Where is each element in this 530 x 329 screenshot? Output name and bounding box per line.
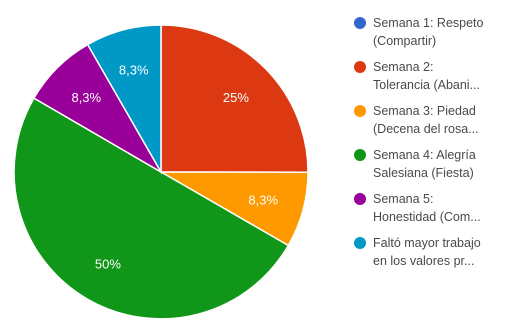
legend-item-5[interactable]: Semana 5: Honestidad (Com... — [354, 190, 530, 226]
legend-item-1[interactable]: Semana 1: Respeto (Compartir) — [354, 14, 530, 50]
legend-swatch-1 — [354, 17, 366, 29]
legend-label-line: Salesiana (Fiesta) — [373, 166, 474, 180]
legend-swatch-3 — [354, 105, 366, 117]
legend-label-line: (Decena del rosa... — [373, 122, 479, 136]
legend-label-1: Semana 1: Respeto (Compartir) — [373, 14, 529, 50]
pie-slice-2[interactable] — [160, 24, 309, 173]
slice-value-label-3: 8,3% — [248, 193, 278, 208]
legend-label-line: Semana 1: Respeto — [373, 16, 484, 30]
legend-swatch-2 — [354, 61, 366, 73]
legend-label-2: Semana 2: Tolerancia (Abani... — [373, 58, 529, 94]
legend-item-4[interactable]: Semana 4: Alegría Salesiana (Fiesta) — [354, 146, 530, 182]
legend-label-line: Semana 5: — [373, 192, 434, 206]
slice-value-label-5: 8,3% — [71, 90, 101, 105]
legend-label-line: Semana 3: Piedad — [373, 104, 476, 118]
legend-item-6[interactable]: Faltó mayor trabajo en los valores pr... — [354, 234, 530, 270]
legend-swatch-5 — [354, 193, 366, 205]
legend-label-line: Semana 4: Alegría — [373, 148, 476, 162]
pie-slice-labels: 25% 8,3% 50% 8,3% 8,3% — [71, 63, 278, 272]
slice-value-label-4: 50% — [95, 257, 121, 272]
legend-label-line: Faltó mayor trabajo — [373, 236, 481, 250]
slice-value-label-6: 8,3% — [119, 63, 149, 78]
legend-label-line: en los valores pr... — [373, 254, 475, 268]
legend-swatch-4 — [354, 149, 366, 161]
legend-label-line: (Compartir) — [373, 34, 437, 48]
legend-label-4: Semana 4: Alegría Salesiana (Fiesta) — [373, 146, 529, 182]
legend-label-5: Semana 5: Honestidad (Com... — [373, 190, 529, 226]
slice-value-label-2: 25% — [223, 90, 249, 105]
legend-swatch-6 — [354, 237, 366, 249]
legend-label-line: Tolerancia (Abani... — [373, 78, 481, 92]
legend-item-3[interactable]: Semana 3: Piedad (Decena del rosa... — [354, 102, 530, 138]
legend-label-6: Faltó mayor trabajo en los valores pr... — [373, 234, 529, 270]
chart-legend: Semana 1: Respeto (Compartir) Semana 2: Tol… — [354, 14, 530, 278]
legend-label-line: Honestidad (Com... — [373, 210, 481, 224]
pie-slice-6[interactable] — [86, 24, 162, 175]
legend-item-2[interactable]: Semana 2: Tolerancia (Abani... — [354, 58, 530, 94]
pie-chart: 25% 8,3% 50% 8,3% 8,3% — [13, 24, 309, 320]
pie-slice-4[interactable] — [13, 97, 290, 320]
pie-slices — [13, 24, 309, 320]
legend-label-line: Semana 2: — [373, 60, 434, 74]
legend-label-3: Semana 3: Piedad (Decena del rosa... — [373, 102, 529, 138]
